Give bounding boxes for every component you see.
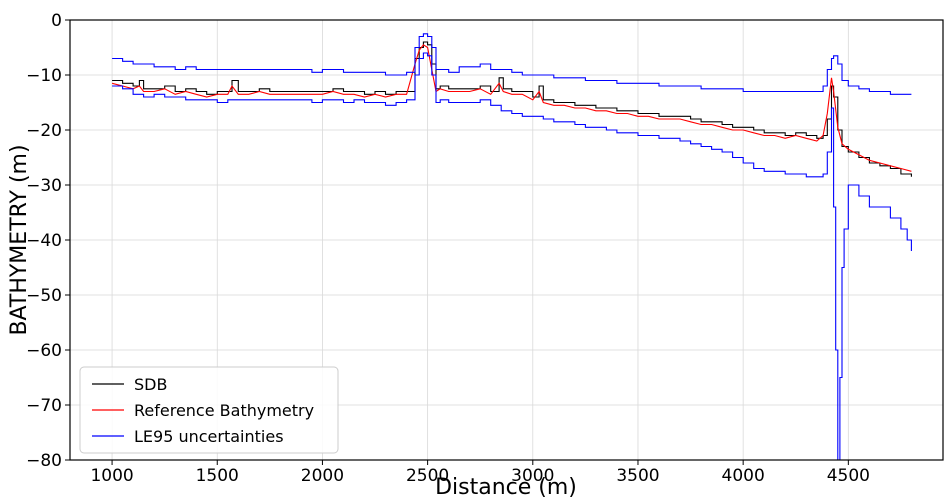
series-line-le95-uncertainties xyxy=(112,33,912,95)
x-tick-label: 2000 xyxy=(301,466,344,486)
y-tick-label: 0 xyxy=(51,11,62,31)
series-line-reference-bathymetry xyxy=(111,44,912,172)
y-tick-label: −50 xyxy=(26,286,62,306)
legend-label-sdb: SDB xyxy=(134,375,167,394)
x-tick-label: 4500 xyxy=(827,466,870,486)
legend-box xyxy=(79,366,339,454)
series-line-le95-uncertainties-lower xyxy=(112,52,912,460)
y-tick-label: −40 xyxy=(26,231,62,251)
x-tick-label: 1500 xyxy=(196,466,239,486)
y-tick-label: −60 xyxy=(26,341,62,361)
y-tick-label: −30 xyxy=(26,176,62,196)
x-tick-label: 4000 xyxy=(722,466,765,486)
y-tick-label: −10 xyxy=(26,66,62,86)
x-tick-label: 1000 xyxy=(90,466,133,486)
y-tick-label: −70 xyxy=(26,396,62,416)
x-tick-label: 3500 xyxy=(616,466,659,486)
x-tick-label: 2500 xyxy=(406,466,449,486)
x-tick-label: 3000 xyxy=(511,466,554,486)
y-tick-label: −20 xyxy=(26,121,62,141)
legend-label-le95: LE95 uncertainties xyxy=(134,427,284,446)
y-axis-title: BATHYMETRY (m) xyxy=(7,144,32,335)
ticks: 1000 1500 2000 2500 3000 3500 4000 4500 0 −10 −20 −… xyxy=(26,11,870,486)
legend: SDB Reference Bathymetry LE95 uncertaint… xyxy=(79,366,339,454)
x-axis-title: Distance (m) xyxy=(435,475,577,500)
series-layer xyxy=(111,33,912,460)
y-tick-label: −80 xyxy=(26,451,62,471)
legend-label-reference: Reference Bathymetry xyxy=(134,401,314,420)
